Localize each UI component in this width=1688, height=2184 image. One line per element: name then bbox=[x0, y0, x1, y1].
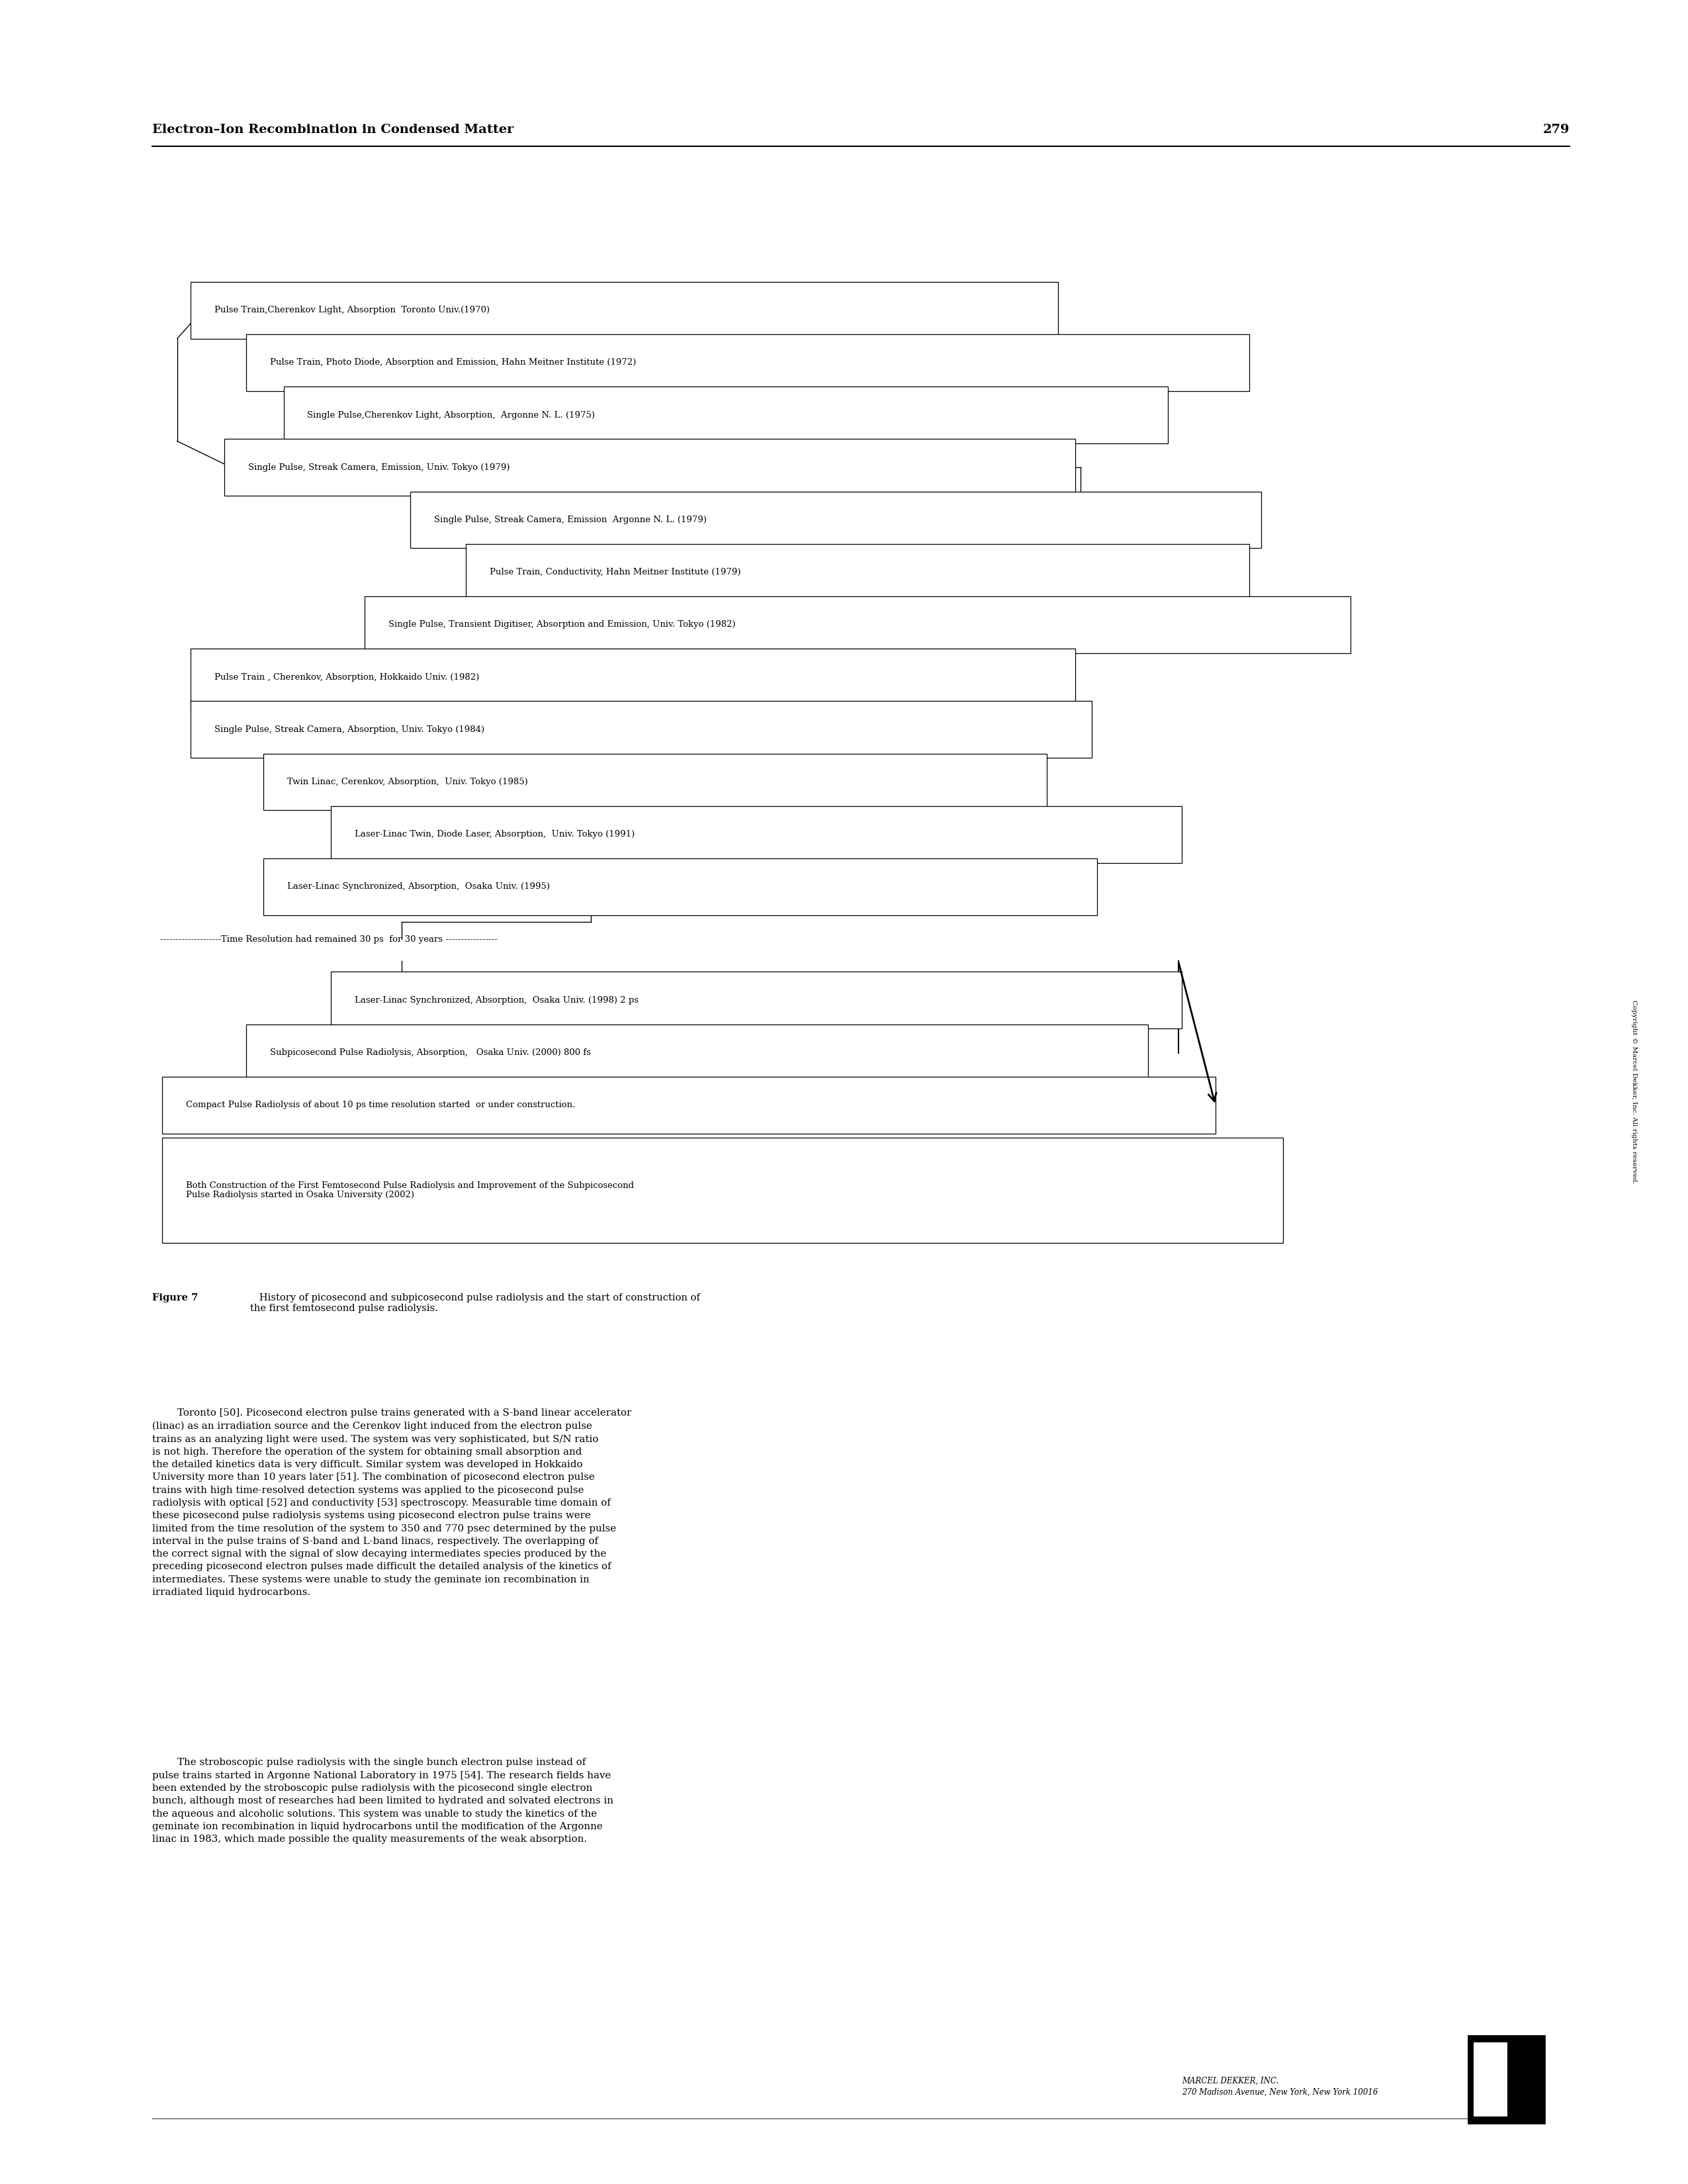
FancyBboxPatch shape bbox=[246, 334, 1249, 391]
FancyBboxPatch shape bbox=[1469, 2035, 1545, 2123]
Text: Subpicosecond Pulse Radiolysis, Absorption,   Osaka Univ. (2000) 800 fs: Subpicosecond Pulse Radiolysis, Absorpti… bbox=[270, 1048, 591, 1057]
FancyBboxPatch shape bbox=[191, 649, 1075, 705]
FancyBboxPatch shape bbox=[410, 491, 1261, 548]
Text: History of picosecond and subpicosecond pulse radiolysis and the start of constr: History of picosecond and subpicosecond … bbox=[250, 1293, 701, 1313]
Text: Both Construction of the First Femtosecond Pulse Radiolysis and Improvement of t: Both Construction of the First Femtoseco… bbox=[186, 1182, 633, 1199]
FancyBboxPatch shape bbox=[331, 972, 1182, 1029]
Text: Pulse Train,Cherenkov Light, Absorption  Toronto Univ.(1970): Pulse Train,Cherenkov Light, Absorption … bbox=[214, 306, 490, 314]
FancyBboxPatch shape bbox=[263, 858, 1097, 915]
Text: Compact Pulse Radiolysis of about 10 ps time resolution started  or under constr: Compact Pulse Radiolysis of about 10 ps … bbox=[186, 1101, 576, 1109]
Text: Figure 7: Figure 7 bbox=[152, 1293, 197, 1302]
Text: Laser-Linac Synchronized, Absorption,  Osaka Univ. (1998) 2 ps: Laser-Linac Synchronized, Absorption, Os… bbox=[354, 996, 638, 1005]
Text: Single Pulse, Streak Camera, Emission  Argonne N. L. (1979): Single Pulse, Streak Camera, Emission Ar… bbox=[434, 515, 707, 524]
FancyBboxPatch shape bbox=[466, 544, 1249, 601]
Text: Single Pulse, Streak Camera, Absorption, Univ. Tokyo (1984): Single Pulse, Streak Camera, Absorption,… bbox=[214, 725, 484, 734]
FancyBboxPatch shape bbox=[162, 1077, 1215, 1133]
Text: Single Pulse,Cherenkov Light, Absorption,  Argonne N. L. (1975): Single Pulse,Cherenkov Light, Absorption… bbox=[307, 411, 596, 419]
FancyBboxPatch shape bbox=[284, 387, 1168, 443]
FancyBboxPatch shape bbox=[331, 806, 1182, 863]
Text: Toronto [50]. Picosecond electron pulse trains generated with a S-band linear ac: Toronto [50]. Picosecond electron pulse … bbox=[152, 1409, 631, 1597]
FancyBboxPatch shape bbox=[365, 596, 1350, 653]
FancyBboxPatch shape bbox=[191, 701, 1092, 758]
Text: Laser-Linac Twin, Diode Laser, Absorption,  Univ. Tokyo (1991): Laser-Linac Twin, Diode Laser, Absorptio… bbox=[354, 830, 635, 839]
Text: Pulse Train , Cherenkov, Absorption, Hokkaido Univ. (1982): Pulse Train , Cherenkov, Absorption, Hok… bbox=[214, 673, 479, 681]
Text: Pulse Train, Photo Diode, Absorption and Emission, Hahn Meitner Institute (1972): Pulse Train, Photo Diode, Absorption and… bbox=[270, 358, 636, 367]
Text: Electron–Ion Recombination in Condensed Matter: Electron–Ion Recombination in Condensed … bbox=[152, 124, 513, 135]
Text: Copyright © Marcel Dekker, Inc. All rights reserved.: Copyright © Marcel Dekker, Inc. All righ… bbox=[1631, 1000, 1637, 1184]
Text: Pulse Train, Conductivity, Hahn Meitner Institute (1979): Pulse Train, Conductivity, Hahn Meitner … bbox=[490, 568, 741, 577]
Text: 279: 279 bbox=[1543, 124, 1570, 135]
FancyBboxPatch shape bbox=[246, 1024, 1148, 1081]
Text: --------------------Time Resolution had remained 30 ps  for 30 years -----------: --------------------Time Resolution had … bbox=[160, 935, 498, 943]
Text: Twin Linac, Cerenkov, Absorption,  Univ. Tokyo (1985): Twin Linac, Cerenkov, Absorption, Univ. … bbox=[287, 778, 528, 786]
FancyBboxPatch shape bbox=[225, 439, 1075, 496]
FancyBboxPatch shape bbox=[1474, 2042, 1507, 2116]
Text: Single Pulse, Transient Digitiser, Absorption and Emission, Univ. Tokyo (1982): Single Pulse, Transient Digitiser, Absor… bbox=[388, 620, 736, 629]
Text: Laser-Linac Synchronized, Absorption,  Osaka Univ. (1995): Laser-Linac Synchronized, Absorption, Os… bbox=[287, 882, 550, 891]
FancyBboxPatch shape bbox=[263, 753, 1047, 810]
FancyBboxPatch shape bbox=[191, 282, 1058, 339]
FancyBboxPatch shape bbox=[162, 1138, 1283, 1243]
Text: Single Pulse, Streak Camera, Emission, Univ. Tokyo (1979): Single Pulse, Streak Camera, Emission, U… bbox=[248, 463, 510, 472]
Text: MARCEL DEKKER, INC.
270 Madison Avenue, New York, New York 10016: MARCEL DEKKER, INC. 270 Madison Avenue, … bbox=[1182, 2077, 1377, 2097]
Text: The stroboscopic pulse radiolysis with the single bunch electron pulse instead o: The stroboscopic pulse radiolysis with t… bbox=[152, 1758, 613, 1843]
